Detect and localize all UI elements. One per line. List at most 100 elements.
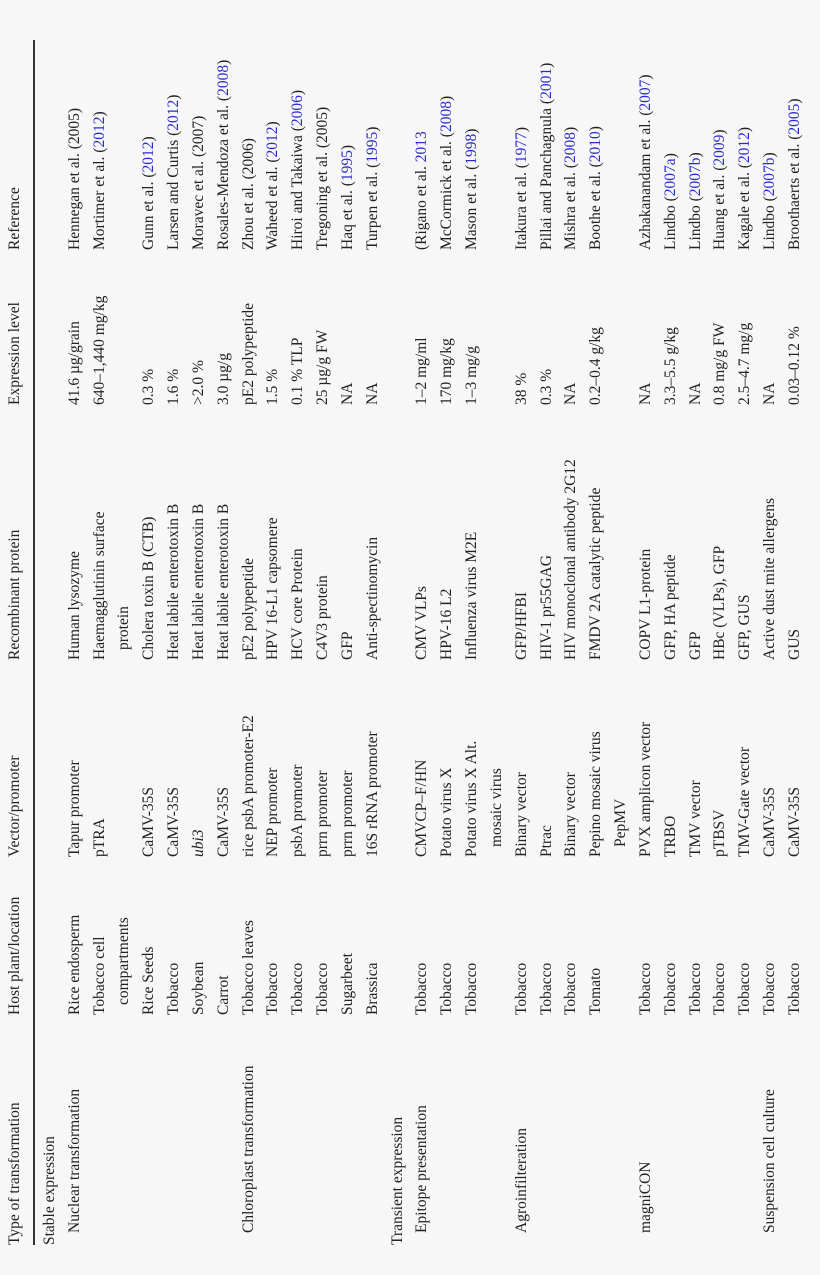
table-row: Tobacco prrn promoter C4V3 protein 25 µg/g …: [311, 0, 336, 1275]
reference-year-link[interactable]: 2007: [636, 79, 654, 111]
reference-cell: Turpen et al. (1995): [361, 127, 386, 250]
host-line: Tobacco: [736, 962, 754, 1015]
expression-cell: 38 %: [512, 372, 530, 405]
header-type: Type of transformation: [6, 1102, 23, 1245]
reference-year-link[interactable]: 2010: [587, 131, 605, 163]
reference-year-link[interactable]: 2006: [289, 95, 307, 127]
reference-cell: Azhakanandam et al. (2007): [634, 74, 659, 250]
vector-line: Potato virus X Alt.: [463, 740, 481, 857]
reference-year-link[interactable]: 2012: [264, 126, 282, 158]
host-cell: Tomato: [584, 968, 609, 1015]
vector-line: NEP promoter: [264, 767, 282, 857]
reference-authors: Gunn et al. (: [140, 172, 158, 250]
protein-line: HCV core Protein: [289, 548, 307, 660]
reference-year-link[interactable]: 2009: [711, 134, 729, 166]
vector-cell: TMV vector: [684, 780, 709, 857]
reference-close: ): [438, 95, 456, 102]
protein-cell: Active dust mite allergens: [758, 498, 783, 660]
group-label: Chloroplast transformation: [239, 1065, 257, 1233]
reference-authors: Rosales-Mendoza et al. (: [214, 95, 232, 250]
vector-line: 16S rRNA promoter: [363, 731, 381, 857]
reference-cell: Huang et al. (2009): [708, 129, 733, 250]
protein-line: HBc (VLPs), GFP: [711, 545, 729, 660]
reference-cell: Waheed et al. (2012): [261, 121, 286, 250]
reference-cell: Zhou et al. (2006): [237, 138, 262, 250]
reference-close: ): [736, 126, 754, 133]
reference-close: ): [711, 129, 729, 135]
reference-year-link[interactable]: 2008: [562, 132, 580, 164]
reference-year-link[interactable]: 1995: [338, 150, 356, 182]
reference-year-link[interactable]: 1995: [363, 131, 381, 163]
protein-line: Human lysozyme: [65, 551, 83, 660]
reference-authors: Kagale et al. (: [736, 163, 754, 250]
host-line: Rice endosperm: [65, 914, 83, 1015]
reference-year-link[interactable]: 2005: [785, 103, 803, 135]
host-line: Tobacco: [264, 962, 282, 1015]
reference-close: ): [587, 126, 605, 132]
table-row: Suspension cell culture Tobacco CaMV-35S Ac…: [758, 0, 783, 1275]
protein-line: GFP/HFBI: [512, 591, 530, 660]
reference-year-link[interactable]: 2012: [736, 132, 754, 164]
host-line: Tobacco: [562, 962, 580, 1015]
protein-cell: Anti-spectinomycin: [361, 537, 386, 660]
host-cell: Tobacco: [311, 963, 336, 1015]
host-cell: Tobacco: [659, 963, 684, 1015]
table-row: Tobacco cell compartments pTRA Haemagglutin…: [88, 0, 138, 1275]
vector-cell: Tapur promoter: [63, 760, 88, 857]
protein-line: HIV monoclonal antibody 2G12: [562, 459, 580, 660]
expression-cell: NA: [338, 382, 356, 405]
reference-year-link[interactable]: 2013: [413, 131, 431, 163]
host-line: Tobacco: [785, 962, 803, 1015]
reference-year-link[interactable]: 1998: [463, 133, 481, 165]
reference-year-link[interactable]: 2008: [214, 64, 232, 96]
host-cell: Tobacco: [708, 963, 733, 1015]
reference-cell: (Rigano et al. 2013: [410, 131, 435, 250]
host-line: Soybean: [189, 961, 207, 1015]
reference-year-link[interactable]: 2001: [537, 67, 555, 99]
expression-cell: NA: [761, 382, 779, 405]
reference-close: ): [289, 89, 307, 96]
reference-cell: Mason et al. (1998): [460, 129, 485, 250]
reference-year-link[interactable]: 1977: [512, 132, 530, 164]
reference-close: ): [785, 98, 803, 104]
protein-cell: Human lysozyme: [63, 551, 88, 660]
reference-year-link[interactable]: 2012: [165, 99, 183, 131]
reference-cell: Broothaerts et al. (2005): [783, 98, 808, 250]
host-cell: Tobacco: [733, 963, 758, 1015]
reference-year-link[interactable]: 2012: [140, 141, 158, 173]
vector-line: Ptrac: [537, 825, 555, 857]
reference-year-link[interactable]: 2007a: [661, 158, 679, 197]
host-cell: Tobacco: [535, 963, 560, 1015]
table-row: Soybean ubi3 Heat labile enterotoxin B >2.0…: [187, 0, 212, 1275]
reference-authors: Lindbo (: [661, 196, 679, 250]
reference-year-link[interactable]: 2007b: [761, 157, 779, 197]
reference-year-link[interactable]: 2007b: [686, 157, 704, 197]
vector-line: mosaic virus: [487, 768, 505, 847]
table-row: Nuclear transformation Rice endosperm Tapu…: [63, 0, 88, 1275]
reference-cell: Lindbo (2007b): [758, 152, 783, 250]
reference-cell: Tregoning et al. (2005): [311, 107, 336, 250]
protein-line: protein: [115, 606, 133, 650]
reference-close: ): [661, 153, 679, 159]
host-cell: Soybean: [187, 962, 212, 1015]
protein-cell: Haemagglutinin surface protein: [88, 512, 138, 660]
protein-cell: Heat labile enterotoxin B: [187, 504, 212, 660]
table-row: Epitope presentation Tobacco CMVCP–F/HN CMV…: [410, 0, 435, 1275]
header-reference: Reference: [6, 187, 23, 250]
protein-cell: GFP: [336, 632, 361, 660]
host-line: compartments: [115, 917, 133, 1005]
table-row: Chloroplast transformation Tobacco leaves…: [237, 0, 262, 1275]
header-host: Host plant/location: [6, 896, 23, 1015]
reference-cell: Pillai and Panchagnula (2001): [535, 63, 560, 250]
protein-line: GFP, HA peptide: [661, 554, 679, 661]
vector-line: psbA promoter: [289, 764, 307, 857]
table-row: Tobacco Binary vector HIV monoclonal antib…: [559, 0, 584, 1275]
reference-year-link[interactable]: 2012: [90, 116, 108, 148]
protein-line: COPV L1-protein: [636, 548, 654, 660]
reference-cell: Kagale et al. (2012): [733, 127, 758, 250]
section-row: Transient expression: [386, 0, 411, 1275]
reference-authors: Huang et al. (: [711, 165, 729, 250]
section-row: Stable expression: [38, 0, 63, 1275]
reference-year-link[interactable]: 2008: [438, 101, 456, 133]
table-row: Tobacco TMV vector GFP NA Lindbo (2007b): [684, 0, 709, 1275]
